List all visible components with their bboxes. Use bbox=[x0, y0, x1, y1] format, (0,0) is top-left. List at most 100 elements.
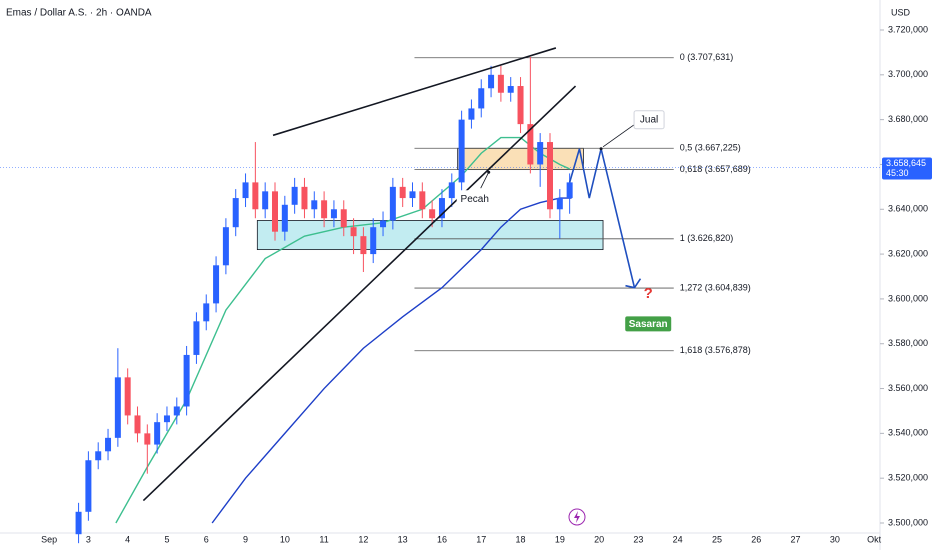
candle-body bbox=[330, 209, 337, 219]
x-tick-label: 5 bbox=[164, 534, 169, 544]
candle-body bbox=[291, 186, 298, 205]
candle-body bbox=[85, 460, 92, 512]
target-box bbox=[625, 316, 672, 332]
x-tick-label: Okt bbox=[867, 534, 882, 544]
x-tick-label: 23 bbox=[633, 534, 643, 544]
projection-arrowhead bbox=[625, 278, 642, 289]
price-tag bbox=[882, 157, 932, 180]
candle-body bbox=[517, 86, 524, 125]
x-tick-label: Sep bbox=[41, 534, 57, 544]
candle-body bbox=[134, 415, 141, 434]
candle-body bbox=[222, 227, 229, 266]
candle-body bbox=[399, 186, 406, 199]
x-tick-label: 6 bbox=[204, 534, 209, 544]
x-tick-label: 13 bbox=[398, 534, 408, 544]
candle-body bbox=[75, 511, 82, 535]
candle-body bbox=[419, 191, 426, 210]
candle-body bbox=[507, 86, 514, 93]
candle-body bbox=[203, 303, 210, 322]
candle-body bbox=[389, 186, 396, 221]
x-tick-label: 19 bbox=[555, 534, 565, 544]
candle-body bbox=[95, 451, 102, 461]
fib-label: 0,618 (3.657,689) bbox=[680, 164, 751, 174]
x-tick-label: 16 bbox=[437, 534, 447, 544]
candle-body bbox=[556, 198, 563, 210]
fib-label: 1,618 (3.576,878) bbox=[680, 345, 751, 355]
candle-body bbox=[281, 204, 288, 232]
y-tick-label: 3.620,000 bbox=[888, 248, 928, 258]
callout-box bbox=[456, 190, 493, 209]
candle-body bbox=[370, 227, 377, 255]
x-tick-label: 3 bbox=[86, 534, 91, 544]
candle-body bbox=[163, 415, 170, 423]
candle-body bbox=[527, 124, 534, 165]
candle-body bbox=[340, 209, 347, 228]
candle-body bbox=[232, 198, 239, 228]
callout-box bbox=[633, 110, 665, 130]
trendline bbox=[272, 47, 557, 137]
candle-body bbox=[468, 108, 475, 120]
x-tick-label: 30 bbox=[830, 534, 840, 544]
x-tick-label: 24 bbox=[673, 534, 683, 544]
y-tick-label: 3.500,000 bbox=[888, 517, 928, 527]
projection-path bbox=[568, 148, 636, 288]
candle-body bbox=[114, 377, 121, 438]
x-tick-label: 17 bbox=[476, 534, 486, 544]
y-tick-label: 3.540,000 bbox=[888, 428, 928, 438]
y-tick-label: 3.640,000 bbox=[888, 204, 928, 214]
candle-body bbox=[173, 406, 180, 416]
candle-body bbox=[350, 227, 357, 237]
price-tag-countdown: 45:30 bbox=[886, 168, 909, 178]
price-tag-label: 3.658,645 bbox=[886, 158, 926, 168]
candle-body bbox=[380, 220, 387, 228]
target-text: Sasaran bbox=[629, 319, 668, 330]
leader bbox=[480, 172, 490, 189]
candle-body bbox=[321, 200, 328, 219]
candle-body bbox=[438, 198, 445, 219]
x-tick-label: 20 bbox=[594, 534, 604, 544]
callout-text: Jual bbox=[640, 114, 658, 125]
x-tick-label: 4 bbox=[125, 534, 130, 544]
x-tick-label: 25 bbox=[712, 534, 722, 544]
candle-body bbox=[124, 377, 131, 416]
candle-body bbox=[272, 191, 278, 232]
chart-title: Emas / Dollar A.S. · 2h · OANDA bbox=[6, 8, 152, 19]
candle-body bbox=[409, 191, 416, 199]
candle-body bbox=[478, 88, 485, 109]
question-mark: ? bbox=[644, 285, 653, 302]
candle-body bbox=[547, 142, 553, 210]
y-tick-label: 3.680,000 bbox=[888, 114, 928, 124]
y-tick-label: 3.720,000 bbox=[888, 24, 928, 34]
fib-label: 0,5 (3.667,225) bbox=[680, 143, 741, 153]
x-tick-label: 9 bbox=[243, 534, 248, 544]
candle-body bbox=[537, 142, 544, 165]
candle-body bbox=[301, 186, 308, 210]
candle-body bbox=[154, 422, 161, 445]
x-tick-label: 18 bbox=[516, 534, 526, 544]
candle-body bbox=[262, 191, 269, 210]
candle-body bbox=[311, 200, 318, 210]
candle-body bbox=[252, 182, 259, 210]
x-tick-label: 10 bbox=[280, 534, 290, 544]
candle-body bbox=[144, 433, 151, 445]
candle-body bbox=[566, 182, 573, 199]
candle-body bbox=[213, 265, 220, 304]
candle-body bbox=[448, 182, 455, 199]
candle-body bbox=[242, 182, 249, 199]
candle-body bbox=[193, 321, 200, 355]
leader-dot bbox=[599, 147, 603, 151]
candle-body bbox=[183, 354, 190, 407]
y-tick-label: 3.520,000 bbox=[888, 473, 928, 483]
y-tick-label: 3.600,000 bbox=[888, 293, 928, 303]
candle-body bbox=[458, 119, 465, 183]
callout-text: Pecah bbox=[461, 194, 489, 205]
trendline bbox=[142, 85, 577, 502]
fib-label: 1,272 (3.604,839) bbox=[680, 282, 751, 292]
candle-body bbox=[360, 236, 367, 255]
event-bolt bbox=[574, 511, 580, 523]
candle-body bbox=[488, 74, 495, 89]
candle-body bbox=[497, 74, 504, 93]
candle-body bbox=[429, 209, 436, 219]
